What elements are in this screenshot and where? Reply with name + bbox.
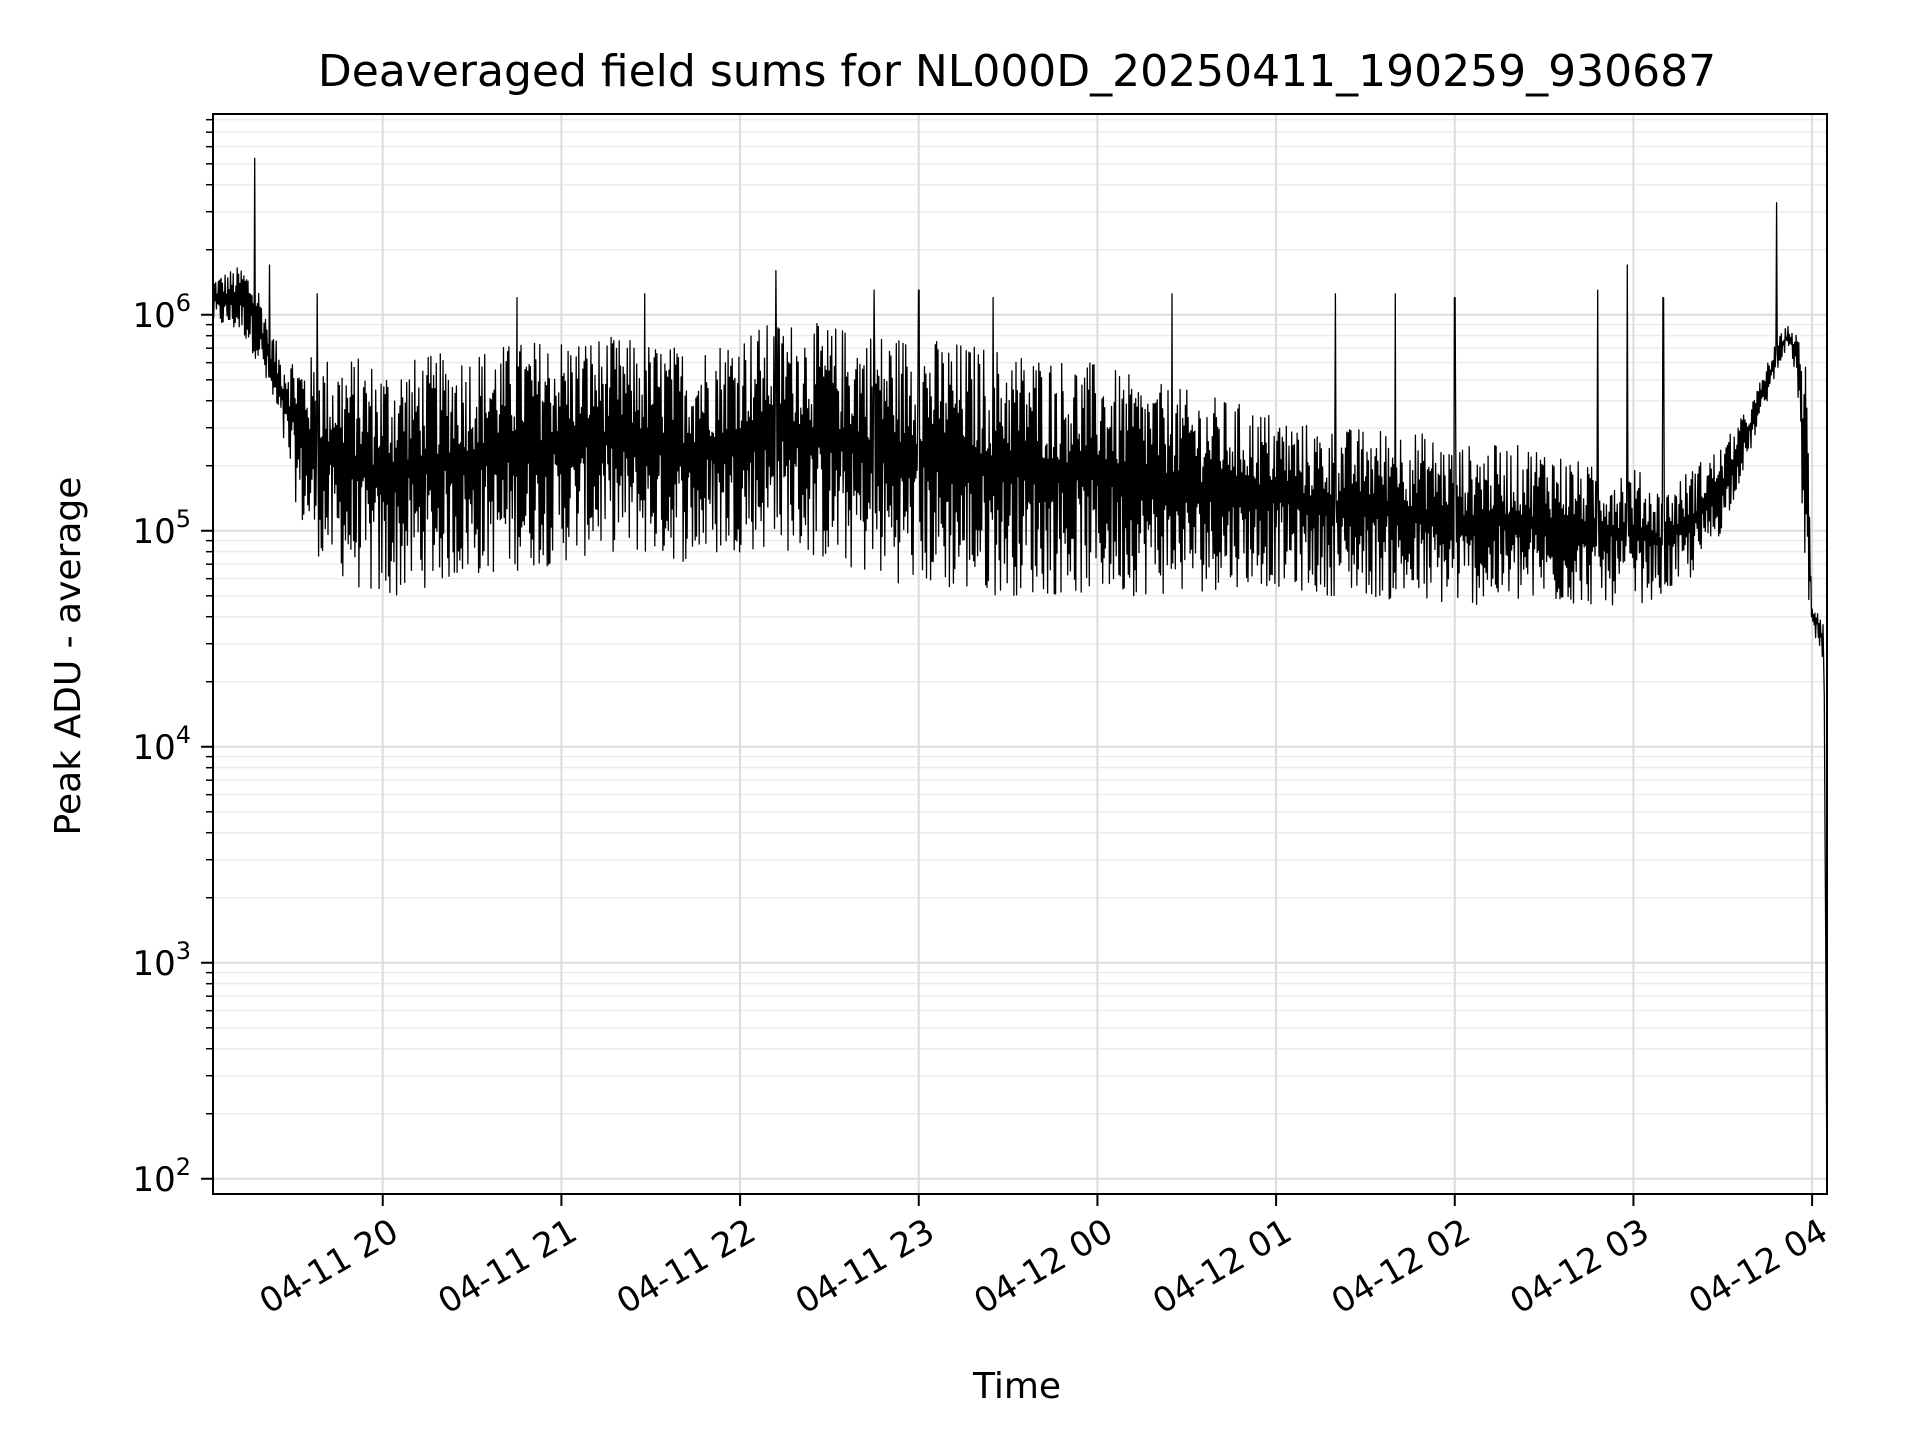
grid — [213, 114, 1827, 1194]
y-axis-ticks: 102 103 104 105 106 — [132, 118, 213, 1200]
series-area — [213, 157, 1827, 1194]
y-tick-label: 103 — [132, 937, 191, 984]
y-tick-label: 106 — [132, 289, 191, 336]
chart-title: Deaveraged field sums for NL000D_2025041… — [318, 46, 1716, 97]
y-tick-label: 105 — [132, 505, 191, 552]
plot-frame — [212, 113, 1828, 1195]
y-tick-label: 102 — [132, 1153, 191, 1200]
y-axis-label: Peak ADU - average — [48, 477, 89, 836]
x-axis-label: Time — [972, 1366, 1061, 1407]
series-line — [213, 157, 1827, 1194]
y-tick-label: 104 — [132, 721, 191, 768]
